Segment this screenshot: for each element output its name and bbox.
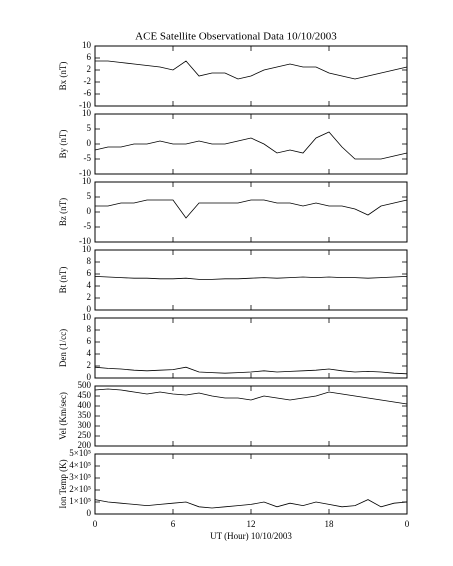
y-tick-label: 4: [87, 348, 92, 358]
y-tick-label: 2×10⁵: [69, 484, 91, 494]
data-line: [95, 199, 408, 219]
y-tick-label: 6: [87, 52, 92, 62]
chart-title: ACE Satellite Observational Data 10/10/2…: [135, 31, 337, 43]
y-tick-label: 10: [82, 108, 92, 118]
y-tick-label: 10: [82, 244, 92, 254]
y-tick-label: 4×10⁵: [69, 460, 91, 470]
y-tick-label: 2: [87, 64, 92, 74]
y-tick-label: 8: [87, 324, 92, 334]
y-tick-label: 0: [87, 206, 92, 216]
y-axis-label: Bt (nT): [58, 267, 68, 294]
data-line: [94, 499, 408, 509]
x-tick-label: 0: [93, 519, 98, 529]
panel-frame: [94, 317, 408, 379]
y-tick-label: 5: [87, 123, 92, 133]
y-tick-label: 10: [82, 40, 92, 50]
y-tick-label: -10: [79, 236, 91, 246]
y-axis-label: By (nT): [58, 130, 68, 159]
y-tick-label: 350: [78, 410, 92, 420]
y-axis-label: Vel (Km/sec): [58, 392, 68, 440]
y-tick-label: 450: [78, 390, 92, 400]
x-tick-label: 0: [405, 519, 410, 529]
y-tick-label: 8: [87, 256, 92, 266]
y-axis-label: Bz (nT): [58, 198, 68, 226]
y-tick-label: 3×10⁵: [69, 472, 91, 482]
x-tick-label: 12: [247, 519, 256, 529]
y-tick-label: 0: [87, 508, 92, 518]
x-tick-label: 18: [325, 519, 335, 529]
y-tick-label: -5: [84, 153, 92, 163]
data-line: [94, 131, 408, 160]
y-tick-label: 0: [87, 138, 92, 148]
y-tick-label: -10: [79, 168, 91, 178]
y-tick-label: 5×10⁵: [69, 448, 91, 458]
y-tick-label: -2: [84, 76, 92, 86]
data-line: [94, 366, 408, 375]
y-tick-label: 10: [82, 176, 92, 186]
y-tick-label: 6: [87, 336, 92, 346]
x-tick-label: 6: [171, 519, 176, 529]
y-axis-label: Ion Temp (K): [58, 459, 68, 508]
y-axis-label: Den (1/cc): [58, 329, 68, 367]
panel-frame: [94, 181, 408, 243]
y-tick-label: 0: [87, 372, 92, 382]
y-tick-label: 2: [87, 292, 92, 302]
y-tick-label: -10: [79, 100, 91, 110]
y-tick-label: 300: [78, 420, 92, 430]
y-tick-label: 5: [87, 191, 92, 201]
panel-frame: [94, 249, 408, 311]
y-tick-label: 4: [87, 280, 92, 290]
y-tick-label: 500: [78, 380, 92, 390]
x-axis-label: UT (Hour) 10/10/2003: [210, 531, 292, 541]
data-line: [94, 388, 408, 405]
y-tick-label: 1×10⁵: [69, 496, 91, 506]
y-tick-label: 0: [87, 304, 92, 314]
y-tick-label: -6: [84, 88, 92, 98]
y-tick-label: 250: [78, 430, 92, 440]
y-tick-label: 400: [78, 400, 92, 410]
y-axis-label: Bx (nT): [58, 62, 68, 91]
data-line: [94, 276, 408, 280]
data-line: [95, 60, 408, 80]
y-tick-label: 2: [87, 360, 92, 370]
y-tick-label: 200: [78, 440, 92, 450]
y-tick-label: -5: [84, 221, 92, 231]
panel-frame: [94, 385, 408, 447]
y-tick-label: 10: [82, 312, 92, 322]
y-tick-label: 6: [87, 268, 92, 278]
